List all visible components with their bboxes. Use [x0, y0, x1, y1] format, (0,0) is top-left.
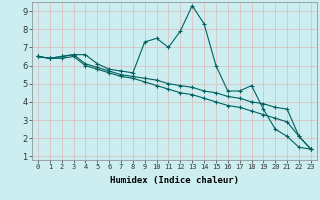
X-axis label: Humidex (Indice chaleur): Humidex (Indice chaleur): [110, 176, 239, 185]
